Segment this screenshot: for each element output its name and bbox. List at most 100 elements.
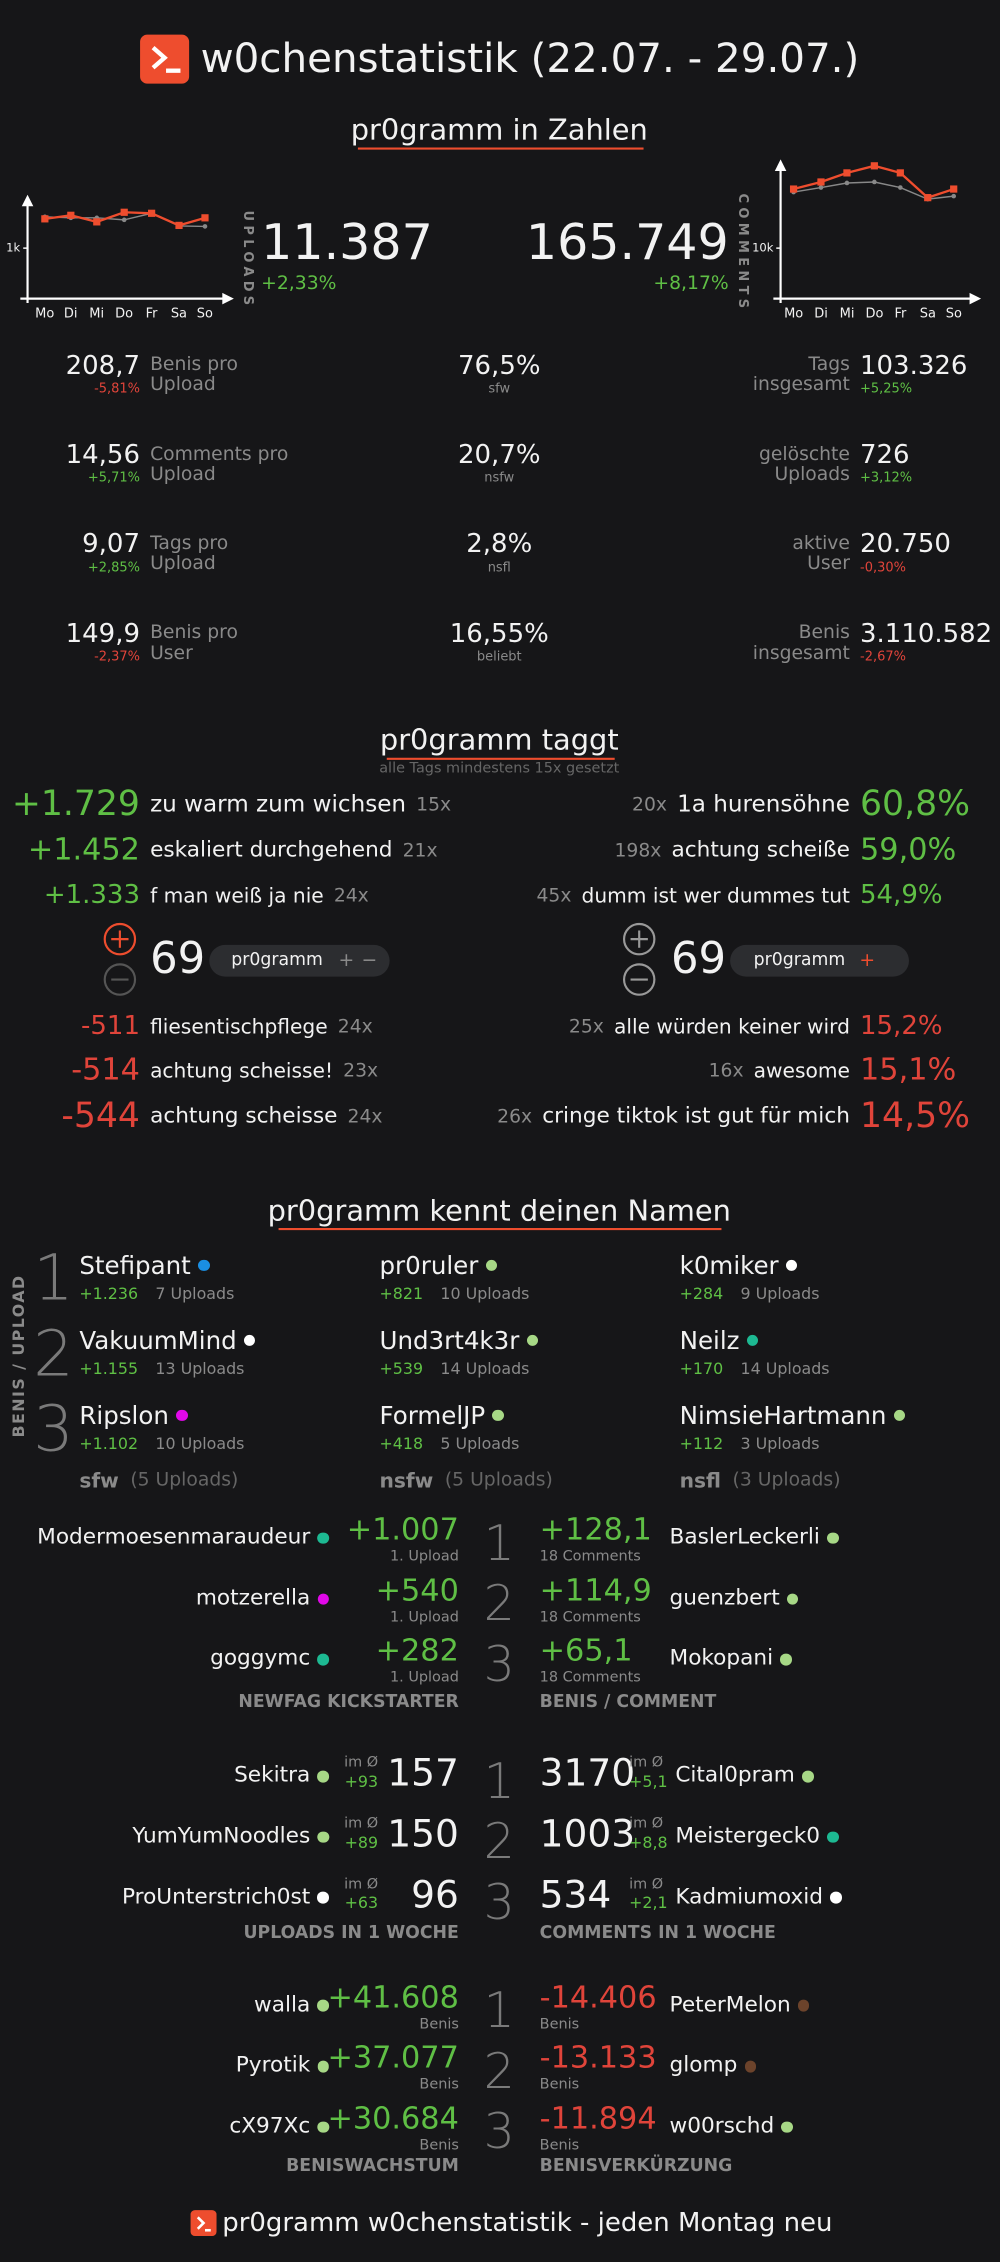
change: -5,81% xyxy=(94,381,140,397)
tag-name: achtung scheiße xyxy=(671,837,850,863)
point xyxy=(817,178,825,186)
stat-value: 103.326 xyxy=(860,350,968,381)
tag-downvote[interactable]: − xyxy=(361,950,378,972)
vertical-label: COMMENTS xyxy=(735,193,751,312)
user-stats: +1.102 10 Uploads xyxy=(79,1434,244,1454)
tag-count: 26x xyxy=(497,1106,533,1128)
tag-upvote[interactable]: + xyxy=(859,950,876,972)
user: goggymc xyxy=(210,1646,329,1672)
logo xyxy=(140,34,190,84)
downvote-icon[interactable] xyxy=(103,963,137,996)
user-sub: Benis xyxy=(539,2137,580,2154)
rank: 2 xyxy=(483,1812,515,1871)
upvote-icon[interactable] xyxy=(103,922,137,956)
x-tick-label: Di xyxy=(814,306,828,322)
user-name: walla xyxy=(254,1992,311,2018)
tag-row: achtung scheisse 24x xyxy=(150,1104,382,1129)
user-name: Mokopani xyxy=(669,1646,774,1671)
section-label: BENIS / COMMENT xyxy=(539,1691,717,1712)
user-dot xyxy=(317,1770,329,1783)
user-dot xyxy=(243,1334,256,1347)
tag-row: 25x alle würden keiner wird xyxy=(569,1015,850,1039)
avg-label: im Ø xyxy=(344,1815,379,1832)
user-uploads: 13 Uploads xyxy=(155,1359,245,1379)
user-value: 157 xyxy=(387,1750,459,1795)
user-dot xyxy=(526,1334,539,1347)
user-name: BaslerLeckerli xyxy=(669,1524,820,1550)
section-subtitle: alle Tags mindestens 15x gesetzt xyxy=(379,760,620,777)
avg-value: +93 xyxy=(344,1771,379,1791)
user-value: +65,1 xyxy=(539,1633,633,1669)
user-benis: +418 xyxy=(379,1434,424,1454)
point xyxy=(896,169,904,177)
tag-name: achtung scheisse! xyxy=(150,1058,334,1083)
user-dot xyxy=(893,1409,906,1422)
rank: 2 xyxy=(483,2041,515,2100)
user-dot xyxy=(830,1891,842,1904)
x-tick-label: Do xyxy=(115,306,134,322)
avg-value: +63 xyxy=(344,1893,379,1913)
user-sub: Benis xyxy=(539,2016,580,2033)
avg-label: im Ø xyxy=(629,1876,664,1893)
tag-benis: -514 xyxy=(71,1052,140,1088)
stat-label: beliebt xyxy=(476,649,522,665)
footer-text: pr0gramm w0chenstatistik - jeden Montag … xyxy=(222,2207,833,2238)
tag-count: 24x xyxy=(333,885,369,907)
vertical-label: UPLOADS xyxy=(240,210,256,310)
point xyxy=(121,217,127,223)
point xyxy=(201,214,209,222)
tag-upvote[interactable]: + xyxy=(338,950,355,972)
x-tick-label: Mo xyxy=(35,306,55,322)
tag-count: 16x xyxy=(708,1059,744,1081)
user-name: Und3rt4k3r xyxy=(379,1325,520,1355)
stat-value: 208,7 xyxy=(65,350,140,381)
user: Kadmiumoxid xyxy=(675,1884,842,1910)
big-number: 11.387 xyxy=(261,213,433,272)
user-name: Modermoesenmaraudeur xyxy=(37,1524,311,1550)
stat-label: aktive xyxy=(792,533,850,555)
vote-score: 69 xyxy=(670,933,727,984)
point xyxy=(789,185,798,193)
tag-count: 15x xyxy=(416,794,452,816)
tag-benis: +1.729 xyxy=(11,784,140,825)
tag-benis: +1.452 xyxy=(27,832,140,868)
tag-row: eskaliert durchgehend 21x xyxy=(150,838,438,864)
vote-score: 69 xyxy=(150,933,206,984)
point xyxy=(872,179,877,185)
user-name: k0miker xyxy=(679,1250,779,1280)
user-name: VakuumMind xyxy=(79,1325,237,1355)
user-sub: Benis xyxy=(419,2137,459,2154)
user-benis: +1.102 xyxy=(79,1434,139,1454)
tag-row: f man weiß ja nie 24x xyxy=(150,884,369,907)
user-value: +540 xyxy=(375,1573,459,1609)
change: -0,30% xyxy=(860,560,906,576)
stat-value: 16,55% xyxy=(449,618,549,649)
stat-label: Upload xyxy=(150,374,216,396)
upvote-icon[interactable] xyxy=(622,922,656,956)
user: Cital0pram xyxy=(675,1763,814,1789)
tag-name: achtung scheisse xyxy=(150,1103,338,1129)
user-sub: 1. Upload xyxy=(389,1669,459,1686)
user: glomp xyxy=(670,2053,757,2079)
user-name: ProUnterstrich0st xyxy=(122,1884,311,1910)
stat-label: Uploads xyxy=(774,463,850,485)
y-tick-label: 1k xyxy=(6,240,21,255)
user-benis: +1.236 xyxy=(79,1284,139,1304)
stat-value: 2,8% xyxy=(466,529,533,560)
user: VakuumMind xyxy=(79,1325,256,1355)
tag-ratio: 15,1% xyxy=(860,1052,957,1088)
user-benis: +539 xyxy=(379,1359,424,1379)
point xyxy=(898,185,903,190)
tag-ratio: 60,8% xyxy=(860,784,971,825)
rank: 1 xyxy=(483,1751,515,1810)
user-name: Kadmiumoxid xyxy=(675,1884,824,1910)
user-name: pr0ruler xyxy=(379,1250,479,1280)
page-title: w0chenstatistik (22.07. - 29.07.) xyxy=(200,33,860,82)
user-name: motzerella xyxy=(195,1585,311,1611)
user-dot xyxy=(492,1409,504,1422)
avg-label: im Ø xyxy=(344,1755,379,1772)
user-name: cX97Xc xyxy=(229,2113,311,2139)
downvote-icon[interactable] xyxy=(622,963,656,996)
user-name: w00rschd xyxy=(669,2113,775,2139)
stat-value: 20,7% xyxy=(458,440,541,471)
